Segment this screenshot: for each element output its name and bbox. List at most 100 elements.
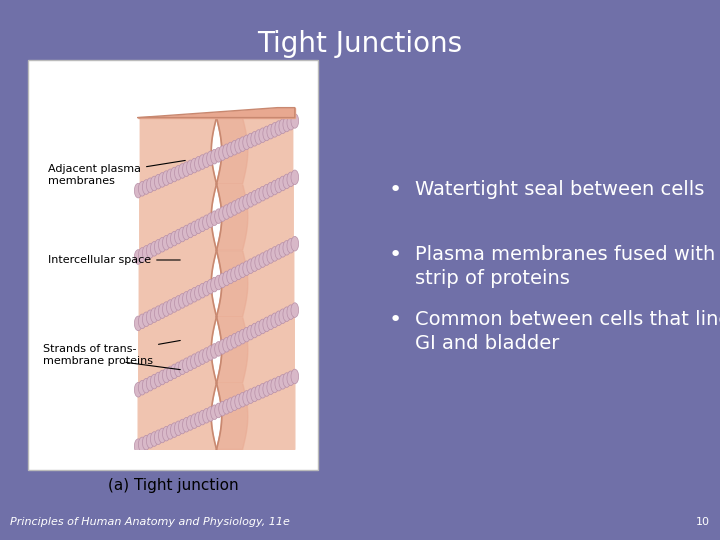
- Circle shape: [267, 249, 274, 264]
- Circle shape: [138, 181, 146, 196]
- Circle shape: [271, 313, 279, 328]
- Circle shape: [263, 251, 271, 265]
- Circle shape: [230, 333, 238, 348]
- Circle shape: [135, 249, 142, 264]
- Circle shape: [183, 225, 190, 240]
- Polygon shape: [217, 383, 294, 449]
- Circle shape: [251, 387, 258, 402]
- Circle shape: [243, 135, 251, 150]
- Text: Watertight seal between cells: Watertight seal between cells: [415, 180, 704, 199]
- Circle shape: [263, 317, 271, 332]
- Circle shape: [283, 240, 291, 255]
- Circle shape: [227, 398, 235, 413]
- Polygon shape: [138, 383, 217, 449]
- Circle shape: [158, 173, 166, 187]
- FancyBboxPatch shape: [28, 60, 318, 470]
- Circle shape: [155, 239, 162, 254]
- Circle shape: [275, 121, 282, 136]
- Circle shape: [219, 340, 226, 354]
- Circle shape: [199, 410, 206, 425]
- Circle shape: [251, 257, 258, 272]
- Circle shape: [235, 394, 243, 409]
- Circle shape: [271, 123, 279, 137]
- Circle shape: [227, 142, 235, 157]
- Circle shape: [186, 416, 194, 430]
- Circle shape: [279, 375, 287, 389]
- Circle shape: [171, 167, 178, 182]
- Circle shape: [219, 207, 226, 221]
- Circle shape: [155, 306, 162, 320]
- Circle shape: [191, 287, 198, 302]
- Circle shape: [194, 157, 202, 171]
- Circle shape: [211, 150, 218, 164]
- Circle shape: [207, 407, 215, 421]
- Circle shape: [146, 434, 154, 448]
- Circle shape: [235, 139, 243, 153]
- Polygon shape: [217, 383, 248, 449]
- Circle shape: [219, 273, 226, 288]
- Circle shape: [227, 269, 235, 284]
- Circle shape: [275, 311, 282, 326]
- Circle shape: [174, 165, 182, 180]
- Circle shape: [207, 346, 215, 360]
- Circle shape: [263, 382, 271, 396]
- Text: Principles of Human Anatomy and Physiology, 11e: Principles of Human Anatomy and Physiolo…: [10, 517, 290, 527]
- Circle shape: [211, 405, 218, 420]
- Circle shape: [202, 408, 210, 423]
- Circle shape: [150, 374, 158, 389]
- Circle shape: [143, 180, 150, 194]
- Circle shape: [287, 305, 294, 320]
- Circle shape: [222, 400, 230, 414]
- Circle shape: [135, 316, 142, 330]
- Circle shape: [251, 191, 258, 205]
- Circle shape: [279, 176, 287, 191]
- Circle shape: [283, 307, 291, 321]
- Circle shape: [271, 247, 279, 261]
- Circle shape: [146, 178, 154, 193]
- Circle shape: [222, 205, 230, 219]
- Circle shape: [138, 380, 146, 395]
- Circle shape: [158, 238, 166, 252]
- Circle shape: [251, 131, 258, 146]
- Circle shape: [186, 289, 194, 304]
- Circle shape: [179, 419, 186, 434]
- Circle shape: [247, 325, 254, 340]
- Text: •: •: [388, 310, 402, 330]
- Circle shape: [255, 188, 263, 203]
- Circle shape: [207, 213, 215, 227]
- Polygon shape: [217, 184, 293, 251]
- Circle shape: [243, 261, 251, 275]
- Circle shape: [230, 140, 238, 155]
- Circle shape: [183, 292, 190, 306]
- Circle shape: [215, 342, 222, 356]
- Circle shape: [287, 371, 294, 386]
- Text: •: •: [388, 180, 402, 200]
- Circle shape: [186, 223, 194, 238]
- Circle shape: [239, 393, 246, 407]
- Circle shape: [179, 164, 186, 178]
- Circle shape: [275, 376, 282, 391]
- Circle shape: [179, 227, 186, 242]
- Circle shape: [163, 427, 170, 441]
- Polygon shape: [140, 118, 217, 184]
- Circle shape: [179, 360, 186, 375]
- Circle shape: [199, 217, 206, 232]
- Circle shape: [163, 302, 170, 316]
- Circle shape: [146, 376, 154, 391]
- Text: Common between cells that line
GI and bladder: Common between cells that line GI and bl…: [415, 310, 720, 353]
- Circle shape: [239, 263, 246, 278]
- Circle shape: [283, 373, 291, 387]
- Circle shape: [191, 158, 198, 173]
- Circle shape: [199, 155, 206, 170]
- Polygon shape: [217, 118, 293, 184]
- Circle shape: [239, 137, 246, 151]
- Circle shape: [207, 151, 215, 166]
- Circle shape: [183, 358, 190, 373]
- Circle shape: [143, 435, 150, 450]
- Circle shape: [291, 237, 299, 251]
- Circle shape: [279, 119, 287, 133]
- Polygon shape: [217, 184, 248, 251]
- Circle shape: [158, 428, 166, 443]
- Circle shape: [171, 423, 178, 437]
- Polygon shape: [217, 251, 294, 317]
